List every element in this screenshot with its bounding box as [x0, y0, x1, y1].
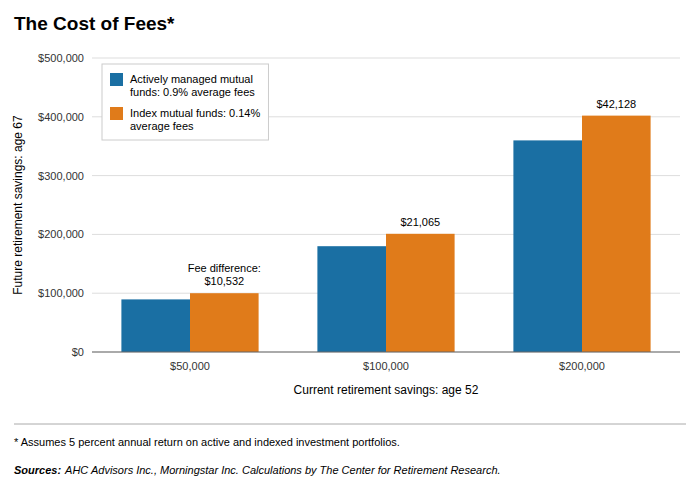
text-line: funds: 0.9% average fees — [130, 86, 255, 98]
separator — [14, 424, 686, 425]
text-line: $21,065 — [400, 216, 440, 228]
legend: Actively managed mutualfunds: 0.9% avera… — [102, 64, 268, 140]
y-axis-label: Future retirement savings: age 67 — [11, 115, 25, 295]
source-label: Sources: — [14, 464, 61, 476]
annotation: $21,065 — [400, 216, 440, 228]
annotation: Fee difference:$10,532 — [188, 262, 261, 287]
bar — [190, 293, 259, 352]
grid-line — [92, 352, 680, 353]
x-tick-label: $200,000 — [559, 360, 605, 372]
legend-box — [102, 64, 268, 140]
y-tick-label: $300,000 — [38, 170, 84, 182]
x-tick-label: $50,000 — [170, 360, 210, 372]
legend-swatch — [110, 107, 123, 120]
source-text: AHC Advisors Inc., Morningstar Inc. Calc… — [64, 464, 500, 476]
x-tick-label: $100,000 — [363, 360, 409, 372]
y-tick-label: $100,000 — [38, 287, 84, 299]
title: The Cost of Fees* — [14, 13, 175, 34]
text-line: Fee difference: — [188, 262, 261, 274]
chart: The Cost of Fees* $0 $100,000 $200,000 $300,… — [0, 0, 700, 497]
annotation: $42,128 — [596, 98, 636, 110]
source: Sources:AHC Advisors Inc., Morningstar I… — [14, 464, 501, 476]
text-line: Index mutual funds: 0.14% — [130, 107, 260, 119]
grid-line — [92, 58, 680, 59]
y-tick-label: $500,000 — [38, 52, 84, 64]
x-axis-label: Current retirement savings: age 52 — [294, 383, 479, 397]
text-line: $10,532 — [204, 275, 244, 287]
x-axis-line — [92, 352, 680, 353]
bar — [386, 234, 455, 352]
bars — [121, 116, 650, 352]
bar — [582, 116, 651, 352]
y-tick-label: $200,000 — [38, 228, 84, 240]
legend-label: Index mutual funds: 0.14%average fees — [130, 107, 260, 132]
legend-label: Actively managed mutualfunds: 0.9% avera… — [130, 73, 255, 98]
legend-swatch — [110, 73, 123, 86]
grid — [92, 58, 680, 352]
y-tick-label: $0 — [72, 346, 84, 358]
text-line: Actively managed mutual — [130, 73, 253, 85]
y-tick-label: $400,000 — [38, 111, 84, 123]
bar — [121, 299, 190, 352]
bar — [513, 140, 582, 352]
text-line: average fees — [130, 120, 194, 132]
bar — [317, 246, 386, 352]
text-line: $42,128 — [596, 98, 636, 110]
footnote: * Assumes 5 percent annual return on act… — [14, 436, 400, 448]
